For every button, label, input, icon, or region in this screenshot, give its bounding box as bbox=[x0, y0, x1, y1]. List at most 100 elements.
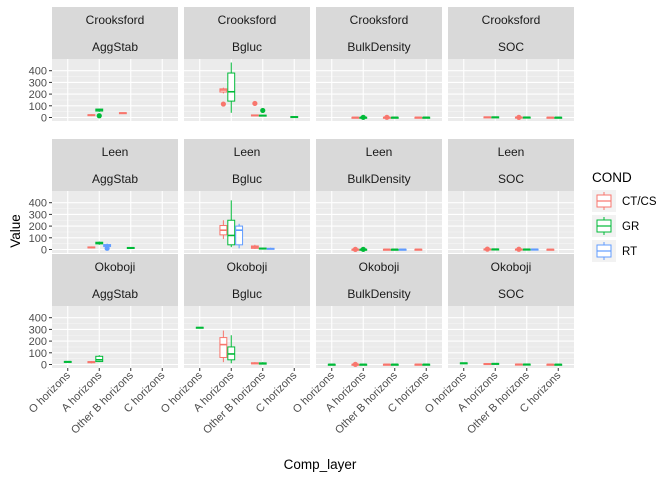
y-tick-label: 0 bbox=[41, 359, 47, 371]
facet-strip bbox=[52, 139, 178, 191]
facet-strip bbox=[448, 254, 574, 306]
box-gr-a-horizons bbox=[359, 114, 368, 120]
strip-label-col: BulkDensity bbox=[347, 172, 410, 186]
strip-label-row: Leen bbox=[366, 145, 393, 159]
strip-label-col: Bgluc bbox=[232, 287, 262, 301]
box-gr-a-horizons bbox=[359, 246, 368, 252]
plot-panel bbox=[448, 191, 574, 253]
strip-label-row: Leen bbox=[498, 145, 525, 159]
strip-label-row: Crooksford bbox=[482, 13, 541, 27]
panels-layer: CrooksfordAggStab0100200300400Crooksford… bbox=[29, 7, 574, 371]
y-tick-label: 100 bbox=[29, 348, 47, 360]
strip-label-row: Crooksford bbox=[86, 13, 145, 27]
strip-label-row: Okoboji bbox=[491, 260, 532, 274]
box-gr-o-horizons bbox=[195, 326, 204, 329]
box-ct-cs-other-b-horizons bbox=[250, 100, 259, 117]
strip-label-col: SOC bbox=[498, 287, 524, 301]
box-iqr bbox=[227, 219, 236, 246]
plot-panel bbox=[184, 59, 310, 121]
box-ct-cs-a-horizons bbox=[219, 220, 228, 239]
outlier-point bbox=[104, 245, 110, 251]
legend-label: GR bbox=[622, 221, 639, 233]
box-ct-cs-c-horizons bbox=[414, 248, 423, 251]
box-ct-cs-a-horizons bbox=[483, 116, 492, 119]
box-ct-cs-other-b-horizons bbox=[118, 112, 127, 115]
box-ct-cs-other-b-horizons bbox=[250, 244, 259, 249]
y-tick-label: 200 bbox=[29, 336, 47, 348]
box-gr-c-horizons bbox=[554, 116, 563, 119]
outlier-point bbox=[352, 246, 358, 252]
y-tick-label: 100 bbox=[29, 233, 47, 245]
box-iqr bbox=[219, 337, 228, 358]
y-tick-label: 0 bbox=[41, 112, 47, 124]
legend: COND CT/CS GR RT bbox=[592, 170, 657, 262]
plot-panel bbox=[184, 191, 310, 253]
box-rt-a-horizons bbox=[103, 243, 112, 251]
strip-label-row: Leen bbox=[234, 145, 261, 159]
legend-label: RT bbox=[622, 246, 637, 258]
y-axis-title: Value bbox=[8, 214, 23, 248]
outlier-point bbox=[96, 113, 102, 119]
box-gr-a-horizons bbox=[491, 248, 500, 251]
strip-label-col: BulkDensity bbox=[347, 40, 410, 54]
plot-panel bbox=[316, 191, 442, 253]
facet-strip bbox=[316, 254, 442, 306]
panel-crooksford-bulkdensity: Crooksford BulkDensity bbox=[316, 7, 442, 121]
strip-label-row: Crooksford bbox=[218, 13, 277, 27]
box-ct-cs-a-horizons bbox=[351, 246, 360, 252]
box-gr-other-b-horizons bbox=[258, 247, 267, 250]
box-ct-cs-other-b-horizons bbox=[382, 363, 391, 366]
facet-strip bbox=[316, 139, 442, 191]
plot-panel bbox=[448, 306, 574, 368]
box-gr-other-b-horizons bbox=[126, 246, 135, 250]
box-gr-a-horizons bbox=[227, 62, 236, 113]
strip-label-row: Okoboji bbox=[359, 260, 400, 274]
box-ct-cs-a-horizons bbox=[483, 362, 492, 366]
box-ct-cs-a-horizons bbox=[351, 116, 360, 119]
strip-label-row: Okoboji bbox=[227, 260, 268, 274]
facet-strip bbox=[52, 7, 178, 59]
legend-item-gr: GR bbox=[592, 215, 639, 237]
box-gr-c-horizons bbox=[290, 115, 299, 119]
outlier-point bbox=[516, 246, 522, 252]
outlier-point bbox=[484, 246, 490, 252]
box-gr-o-horizons bbox=[63, 360, 72, 363]
box-ct-cs-c-horizons bbox=[414, 363, 423, 366]
box-gr-other-b-horizons bbox=[258, 107, 267, 117]
facet-strip bbox=[448, 139, 574, 191]
y-tick-label: 0 bbox=[41, 244, 47, 256]
box-ct-cs-c-horizons bbox=[546, 363, 555, 366]
panel-okoboji-bgluc: Okoboji Bgluc bbox=[184, 254, 310, 368]
box-gr-c-horizons bbox=[422, 363, 431, 366]
y-tick-label: 400 bbox=[29, 198, 47, 210]
plot-panel bbox=[448, 59, 574, 121]
facet-strip bbox=[316, 7, 442, 59]
box-gr-o-horizons bbox=[459, 362, 468, 365]
strip-label-col: SOC bbox=[498, 172, 524, 186]
plot-panel bbox=[52, 59, 178, 121]
y-tick-label: 300 bbox=[29, 209, 47, 221]
strip-label-col: BulkDensity bbox=[347, 287, 410, 301]
box-gr-other-b-horizons bbox=[390, 248, 399, 251]
strip-label-col: AggStab bbox=[92, 287, 138, 301]
panel-okoboji-bulkdensity: Okoboji BulkDensity bbox=[316, 254, 442, 368]
box-gr-other-b-horizons bbox=[522, 248, 531, 251]
legend-item-ct-cs: CT/CS bbox=[592, 190, 657, 212]
box-ct-cs-other-b-horizons bbox=[382, 248, 391, 251]
y-tick-label: 200 bbox=[29, 221, 47, 233]
y-tick-label: 100 bbox=[29, 101, 47, 113]
box-gr-c-horizons bbox=[422, 116, 431, 119]
strip-label-row: Okoboji bbox=[95, 260, 136, 274]
box-gr-a-horizons bbox=[95, 108, 104, 119]
panel-crooksford-bgluc: Crooksford Bgluc bbox=[184, 7, 310, 121]
plot-panel bbox=[316, 59, 442, 121]
box-ct-cs-a-horizons bbox=[87, 360, 96, 364]
facet-strip bbox=[184, 139, 310, 191]
outlier-point bbox=[360, 114, 366, 120]
box-gr-c-horizons bbox=[554, 363, 563, 366]
